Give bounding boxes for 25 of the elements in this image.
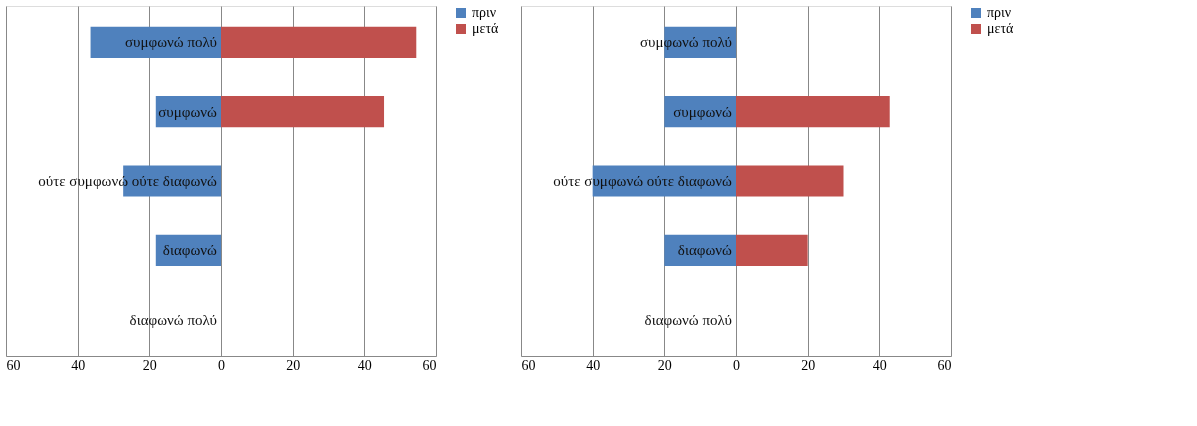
- x-tick-label: 60: [6, 357, 21, 373]
- legend-label: πριν: [472, 5, 497, 20]
- y-tick-label: διαφωνώ πολύ: [129, 311, 217, 328]
- x-tick-label: 0: [733, 357, 740, 373]
- x-tick-label: 60: [937, 357, 952, 373]
- x-tick-label: 40: [71, 357, 86, 373]
- y-tick-label: διαφωνώ: [677, 242, 733, 259]
- x-tick-label: 40: [872, 357, 887, 373]
- x-tick-label: 60: [521, 357, 536, 373]
- x-tick-label: 40: [586, 357, 601, 373]
- legend-label: πριν: [987, 5, 1012, 20]
- x-tick-label: 0: [218, 357, 225, 373]
- y-tick-label: διαφωνώ: [162, 242, 218, 259]
- x-tick-label: 60: [422, 357, 437, 373]
- y-tick-label: συμφωνώ: [158, 103, 218, 120]
- x-tick-label: 20: [142, 357, 157, 373]
- y-tick-label: συμφωνώ πολύ: [125, 34, 217, 51]
- x-tick-label: 20: [801, 357, 816, 373]
- y-tick-label: συμφωνώ: [673, 103, 733, 120]
- legend-label: μετά: [987, 21, 1015, 36]
- y-tick-label: διαφωνώ πολύ: [644, 311, 732, 328]
- x-tick-label: 20: [657, 357, 672, 373]
- x-tick-label: 40: [357, 357, 372, 373]
- legend-label: μετά: [472, 21, 500, 36]
- x-tick-label: 20: [286, 357, 301, 373]
